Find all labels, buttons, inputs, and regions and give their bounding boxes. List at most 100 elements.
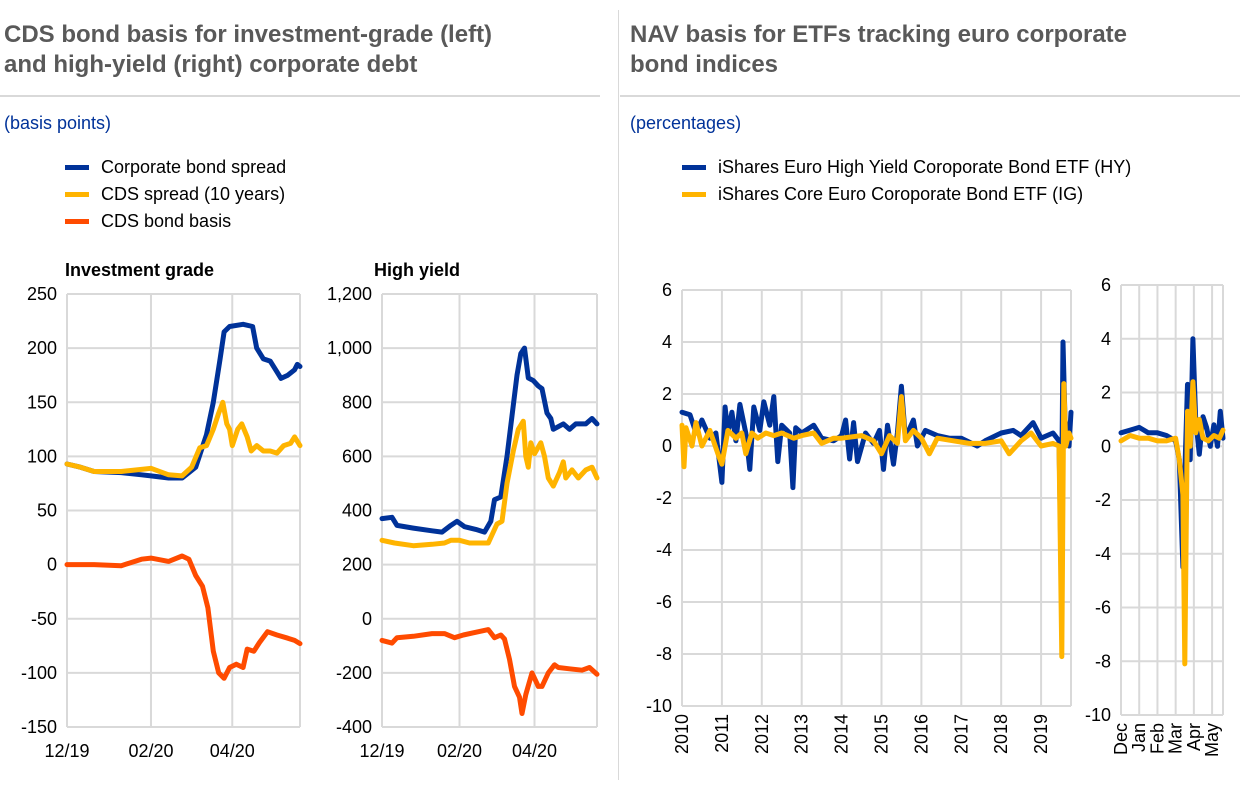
x-tick-label: Jan	[1129, 723, 1149, 752]
legend-label: CDS bond basis	[101, 210, 232, 231]
series-line-cds-spread-10-years	[64, 399, 303, 479]
y-tick-label: 50	[37, 501, 57, 521]
y-tick-label: 1,200	[327, 284, 372, 304]
right-title-line1: NAV basis for ETFs tracking euro corpora…	[630, 21, 1128, 48]
right-header-rule	[620, 95, 1240, 97]
y-tick-label: 0	[1101, 436, 1111, 456]
left-title-line1: CDS bond basis for investment-grade (lef…	[4, 21, 493, 48]
legend-swatch	[682, 164, 706, 170]
x-tick-label: 2011	[712, 714, 732, 753]
y-tick-label: -8	[1095, 651, 1111, 671]
legend-item: iShares Euro High Yield Coroporate Bond …	[682, 156, 1131, 178]
y-tick-label: -2	[1095, 490, 1111, 510]
x-tick-label: Feb	[1147, 723, 1167, 754]
y-tick-label: -6	[656, 592, 672, 612]
series-line-corporate-bond-spread	[64, 321, 303, 481]
y-tick-label: 200	[342, 555, 372, 575]
legend-swatch	[65, 191, 89, 197]
x-tick-label: 12/19	[359, 741, 404, 761]
x-tick-label: 04/20	[512, 741, 557, 761]
x-tick-label: 2016	[911, 714, 931, 754]
y-tick-label: 150	[27, 392, 57, 412]
y-tick-label: -50	[31, 609, 57, 629]
x-tick-label: 2012	[752, 714, 772, 754]
left-title-line2: and high-yield (right) corporate debt	[4, 51, 418, 78]
panel-title: High yield	[374, 260, 460, 280]
x-tick-label: May	[1202, 723, 1222, 757]
x-tick-label: 2018	[991, 714, 1011, 754]
y-tick-label: 0	[362, 609, 372, 629]
y-tick-label: -4	[1095, 544, 1111, 564]
x-tick-label: 2015	[871, 714, 891, 754]
y-tick-label: 6	[1101, 275, 1111, 295]
x-tick-label: 02/20	[437, 741, 482, 761]
series-line-ishares-euro-high-yield-coroporate-bond-etf-hy	[1118, 336, 1226, 570]
chart-panel-2: High yield -400 -200 0 200 400 600 800 1,000 1,20…	[327, 260, 600, 761]
series-line-ishares-core-euro-coroporate-bond-etf-ig	[1118, 379, 1226, 667]
y-tick-label: -10	[646, 696, 672, 716]
y-tick-label: 800	[342, 392, 372, 412]
series-line-cds-spread-10-years	[379, 418, 600, 549]
y-tick-label: -200	[336, 663, 372, 683]
right-units: (percentages)	[630, 113, 742, 133]
legend-label: iShares Euro High Yield Coroporate Bond …	[718, 156, 1132, 177]
chart-panel-3: -10 -8 -6 -4 -2 0 2 4 6 2010 2011 2012 2013 2014 2015 2…	[646, 280, 1074, 754]
right-title-line2: bond indices	[630, 51, 779, 78]
legend-swatch	[65, 218, 89, 224]
x-tick-label: 04/20	[210, 741, 255, 761]
y-tick-label: 600	[342, 446, 372, 466]
x-tick-label: Apr	[1184, 723, 1204, 751]
y-tick-label: -8	[656, 644, 672, 664]
y-tick-label: -10	[1085, 705, 1111, 725]
y-tick-label: 250	[27, 284, 57, 304]
left-title: CDS bond basis for investment-grade (lef…	[4, 20, 492, 80]
y-tick-label: 4	[662, 332, 672, 352]
x-tick-label: Dec	[1111, 723, 1131, 755]
legend-item: CDS bond basis	[65, 210, 231, 232]
right-title: NAV basis for ETFs tracking euro corpora…	[630, 20, 1127, 80]
y-tick-label: 6	[662, 280, 672, 300]
legend-label: Corporate bond spread	[101, 156, 287, 177]
legend-swatch	[65, 164, 89, 170]
y-tick-label: 0	[47, 555, 57, 575]
series-line-cds-bond-basis	[379, 627, 600, 716]
x-tick-label: 2010	[672, 714, 692, 754]
chart-panel-1: Investment grade -150 -100 -50 0 50 100 150 200 2…	[21, 260, 303, 761]
legend-item: iShares Core Euro Coroporate Bond ETF (I…	[682, 183, 1083, 205]
y-tick-label: -400	[336, 717, 372, 737]
x-tick-label: 2013	[792, 714, 812, 754]
y-tick-label: 2	[662, 384, 672, 404]
y-tick-label: 100	[27, 446, 57, 466]
x-tick-label: Mar	[1166, 723, 1186, 754]
legend-item: CDS spread (10 years)	[65, 183, 285, 205]
series-line-cds-bond-basis	[64, 553, 303, 681]
y-tick-label: -100	[21, 663, 57, 683]
left-header-rule	[0, 95, 600, 97]
panel-title: Investment grade	[65, 260, 214, 280]
y-tick-label: -6	[1095, 598, 1111, 618]
series-line-ishares-core-euro-coroporate-bond-etf-ig	[679, 381, 1074, 660]
legend-label: iShares Core Euro Coroporate Bond ETF (I…	[718, 183, 1084, 204]
y-tick-label: -4	[656, 540, 672, 560]
y-tick-label: -150	[21, 717, 57, 737]
y-tick-label: 2	[1101, 383, 1111, 403]
y-tick-label: -2	[656, 488, 672, 508]
y-tick-label: 1,000	[327, 338, 372, 358]
left-units: (basis points)	[4, 113, 112, 133]
y-tick-label: 0	[662, 436, 672, 456]
x-tick-label: 2017	[951, 714, 971, 754]
series-line-corporate-bond-spread	[379, 345, 600, 535]
legend-item: Corporate bond spread	[65, 156, 286, 178]
y-tick-label: 400	[342, 501, 372, 521]
y-tick-label: 200	[27, 338, 57, 358]
x-tick-label: 2019	[1031, 714, 1051, 754]
y-tick-label: 4	[1101, 329, 1111, 349]
x-tick-label: 02/20	[128, 741, 173, 761]
x-tick-label: 12/19	[44, 741, 89, 761]
x-tick-label: 2014	[832, 714, 852, 754]
panel-divider	[618, 10, 619, 780]
legend-label: CDS spread (10 years)	[101, 183, 286, 204]
legend-swatch	[682, 191, 706, 197]
